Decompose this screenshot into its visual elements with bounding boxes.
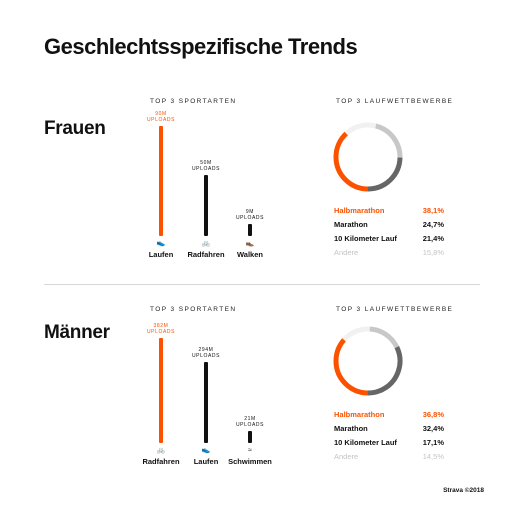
- bar-unit: UPLOADS: [235, 215, 265, 221]
- bar-value: 90M: [155, 111, 167, 117]
- sport-name: Walken: [237, 250, 263, 259]
- bar-unit: UPLOADS: [191, 353, 221, 360]
- bar-unit: UPLOADS: [235, 422, 265, 428]
- races-heading-men: TOP 3 LAUFWETTBEWERBE: [336, 306, 454, 313]
- sport-bar: [204, 362, 208, 443]
- bar-value-label: 21M UPLOADS: [230, 416, 270, 428]
- race-percent: 15,8%: [422, 248, 444, 257]
- race-percent: 32,4%: [422, 424, 444, 433]
- bar-value-label: 382M UPLOADS: [141, 323, 181, 335]
- race-row: Marathon 32,4%: [334, 424, 444, 433]
- sport-name: Schwimmen: [228, 457, 272, 466]
- race-row: Andere 14,5%: [334, 452, 444, 461]
- sport-name: Laufen: [148, 250, 174, 259]
- group-label-women: Frauen: [44, 118, 106, 139]
- sport-name: Laufen: [193, 457, 219, 466]
- race-row: Halbmarathon 36,8%: [334, 410, 444, 419]
- page-title: Geschlechtsspezifische Trends: [44, 34, 358, 59]
- race-row: Halbmarathon 38,1%: [334, 206, 444, 215]
- donut-slice: [333, 326, 403, 396]
- race-percent: 21,4%: [422, 234, 444, 243]
- race-percent: 24,7%: [422, 220, 444, 229]
- bar-value: 50M: [200, 159, 212, 166]
- walking-shoe-icon: 👞: [245, 240, 255, 247]
- race-row: 10 Kilometer Lauf 21,4%: [334, 234, 444, 243]
- race-name: Andere: [334, 452, 359, 461]
- sport-bar: [159, 126, 163, 236]
- race-name: Marathon: [334, 220, 368, 229]
- bar-value: 294M: [198, 347, 214, 354]
- bar-value: 382M: [153, 323, 169, 329]
- bar-value-label: 90M UPLOADS: [141, 111, 181, 123]
- sport-bar: [204, 174, 208, 236]
- footer-credit: Strava ©2018: [443, 487, 484, 494]
- race-name: 10 Kilometer Lauf: [334, 234, 397, 243]
- bar-value-label: 50M UPLOADS: [186, 160, 226, 172]
- group-label-men: Männer: [44, 322, 110, 343]
- race-row: Marathon 24,7%: [334, 220, 444, 229]
- donut-slice: [333, 122, 403, 192]
- bar-value: 21M: [244, 416, 256, 422]
- races-donut-men: [333, 326, 403, 396]
- race-name: Halbmarathon: [334, 410, 385, 419]
- race-percent: 36,8%: [422, 410, 444, 419]
- donut-slice: [333, 122, 403, 192]
- sport-bar: [248, 224, 252, 236]
- bar-value-label: 9M UPLOADS: [230, 209, 270, 221]
- race-percent: 14,5%: [422, 452, 444, 461]
- donut-slice: [333, 122, 403, 192]
- race-name: Halbmarathon: [334, 206, 385, 215]
- sport-bar: [159, 338, 163, 443]
- swimming-icon: ≈: [248, 447, 252, 454]
- sports-heading-men: TOP 3 SPORTARTEN: [150, 306, 237, 313]
- running-shoe-icon: 👟: [156, 240, 166, 247]
- races-heading-women: TOP 3 LAUFWETTBEWERBE: [336, 98, 454, 105]
- race-name: 10 Kilometer Lauf: [334, 438, 397, 447]
- donut-slice: [333, 326, 403, 396]
- bicycle-icon: 🚲: [201, 240, 211, 247]
- race-name: Marathon: [334, 424, 368, 433]
- bar-unit: UPLOADS: [146, 329, 176, 335]
- race-row: Andere 15,8%: [334, 248, 444, 257]
- races-donut-women: [333, 122, 403, 192]
- bicycle-icon: 🚲: [156, 447, 166, 454]
- sport-name: Radfahren: [142, 457, 180, 466]
- sport-bar: [248, 431, 252, 443]
- bar-unit: UPLOADS: [191, 165, 221, 172]
- bar-unit: UPLOADS: [146, 117, 176, 123]
- sport-name: Radfahren: [187, 250, 225, 259]
- bar-value-label: 294M UPLOADS: [186, 347, 226, 359]
- section-divider: [44, 284, 480, 285]
- race-name: Andere: [334, 248, 359, 257]
- race-percent: 38,1%: [422, 206, 444, 215]
- bar-value: 9M: [245, 209, 255, 215]
- race-percent: 17,1%: [422, 438, 444, 447]
- sports-heading-women: TOP 3 SPORTARTEN: [150, 98, 237, 105]
- running-shoe-icon: 👟: [201, 447, 211, 454]
- race-row: 10 Kilometer Lauf 17,1%: [334, 438, 444, 447]
